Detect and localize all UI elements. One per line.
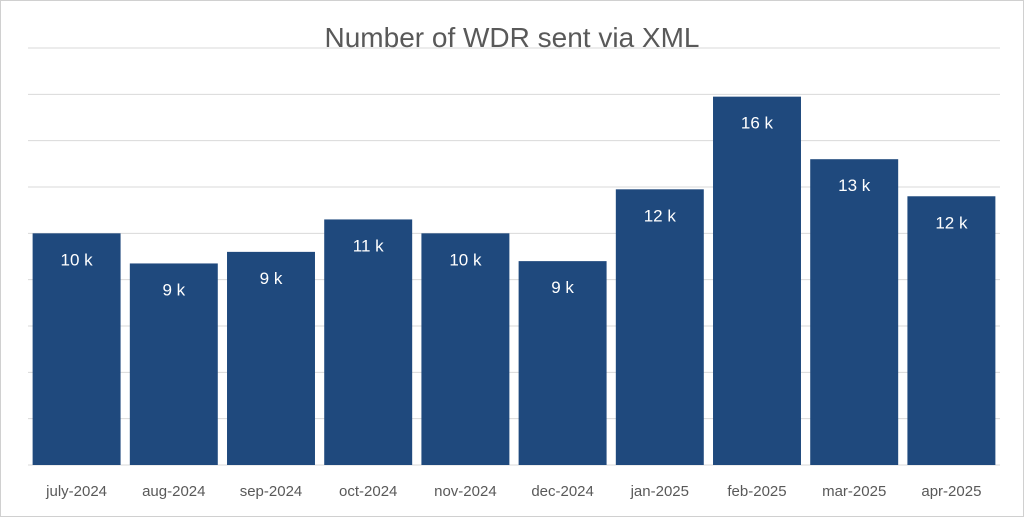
x-tick-label: nov-2024 [434,483,497,500]
bar-sep-2024 [227,251,315,465]
bar-jan-2025 [615,189,704,466]
data-label: 9 k [551,278,574,297]
data-label: 16 k [741,114,774,133]
x-tick-label: feb-2025 [727,483,786,500]
x-tick-label: dec-2024 [531,483,594,500]
bar-dec-2024 [518,261,607,465]
bar-aug-2024 [129,263,218,465]
bar-nov-2024 [421,233,510,465]
data-label: 9 k [162,280,185,299]
data-label: 11 k [353,236,384,255]
data-label: 12 k [935,213,968,232]
data-label: 12 k [644,206,677,225]
x-tick-label: aug-2024 [142,483,205,500]
bar-oct-2024 [324,219,413,465]
x-tick-label: oct-2024 [339,483,397,500]
bar-apr-2025 [907,196,996,465]
bar-mar-2025 [810,159,899,465]
data-label: 10 k [449,250,482,269]
x-tick-label: apr-2025 [921,483,981,500]
data-label: 13 k [838,176,871,195]
data-label: 10 k [61,250,94,269]
x-tick-label: sep-2024 [240,483,303,500]
data-label: 9 k [260,269,283,288]
x-tick-label: july-2024 [45,483,107,500]
bar-feb-2025 [713,96,801,466]
x-tick-label: mar-2025 [822,483,886,500]
bar-july-2024 [32,233,121,465]
x-tick-label: jan-2025 [630,483,689,500]
